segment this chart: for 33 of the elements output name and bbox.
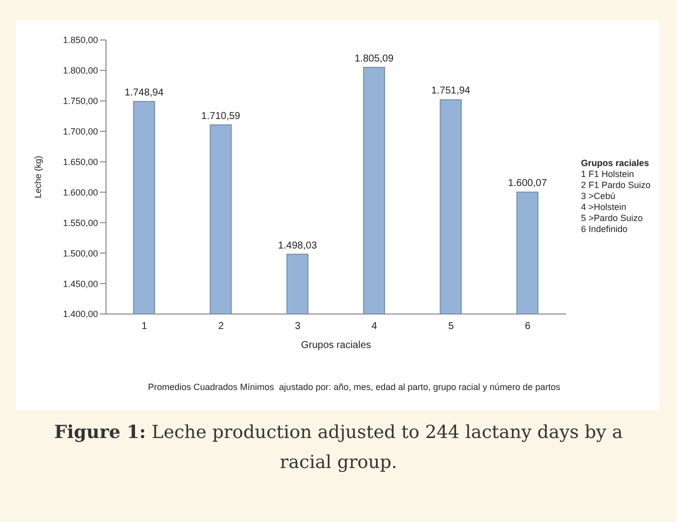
y-tick-label: 1.450,00 (62, 278, 98, 289)
y-tick-label: 1.750,00 (62, 96, 98, 106)
text: 1 F1 Holstein (581, 169, 636, 180)
data-label: 1.751,94 (431, 86, 471, 97)
data-label: 1.710,59 (201, 110, 241, 122)
x-tick-label: 6 (524, 321, 531, 332)
x-tick-label: 5 (448, 321, 454, 332)
y-tick-label: 1.500,00 (62, 248, 98, 258)
text: 4 >Holstein (581, 202, 628, 213)
x-tick-label: 3 (294, 321, 301, 332)
x-axis-title: Grupos raciales (300, 340, 372, 351)
y-tick-label: 1.800,00 (62, 66, 98, 76)
y-axis-title: Leche (kg) (33, 156, 44, 198)
x-tick-label: 1 (142, 321, 148, 332)
text: 3 >Cebú (581, 191, 616, 202)
x-tick-label: 4 (372, 321, 378, 332)
y-tick-label: 1.400,00 (62, 309, 98, 320)
y-tick-label: 1.650,00 (62, 156, 98, 167)
y-tick-label: 1.550,00 (62, 218, 98, 228)
y-tick-label: 1.600,00 (62, 187, 98, 198)
data-label: 1.748,94 (124, 88, 164, 99)
y-tick-label: 1.700,00 (62, 126, 98, 137)
x-tick-label: 2 (218, 321, 224, 332)
text: 5 >Pardo Suizo (581, 213, 644, 224)
data-label: 1.805,09 (354, 53, 394, 64)
text: 6 Indefinido (581, 224, 629, 235)
legend-title: Grupos raciales (581, 158, 650, 169)
text: Promedios Cuadrados Mínimos ajustado por: año, mes, edad al parto, grupo racial y número de partos (148, 382, 560, 392)
y-tick-label: 1.850,00 (62, 35, 98, 46)
text: Figure 1: Leche production adjusted to 244 lactany days by a racial group. (53, 421, 624, 475)
data-label: 1.498,03 (278, 240, 318, 252)
text: 2 F1 Pardo Suizo (581, 180, 651, 191)
data-label: 1.600,07 (508, 178, 548, 190)
